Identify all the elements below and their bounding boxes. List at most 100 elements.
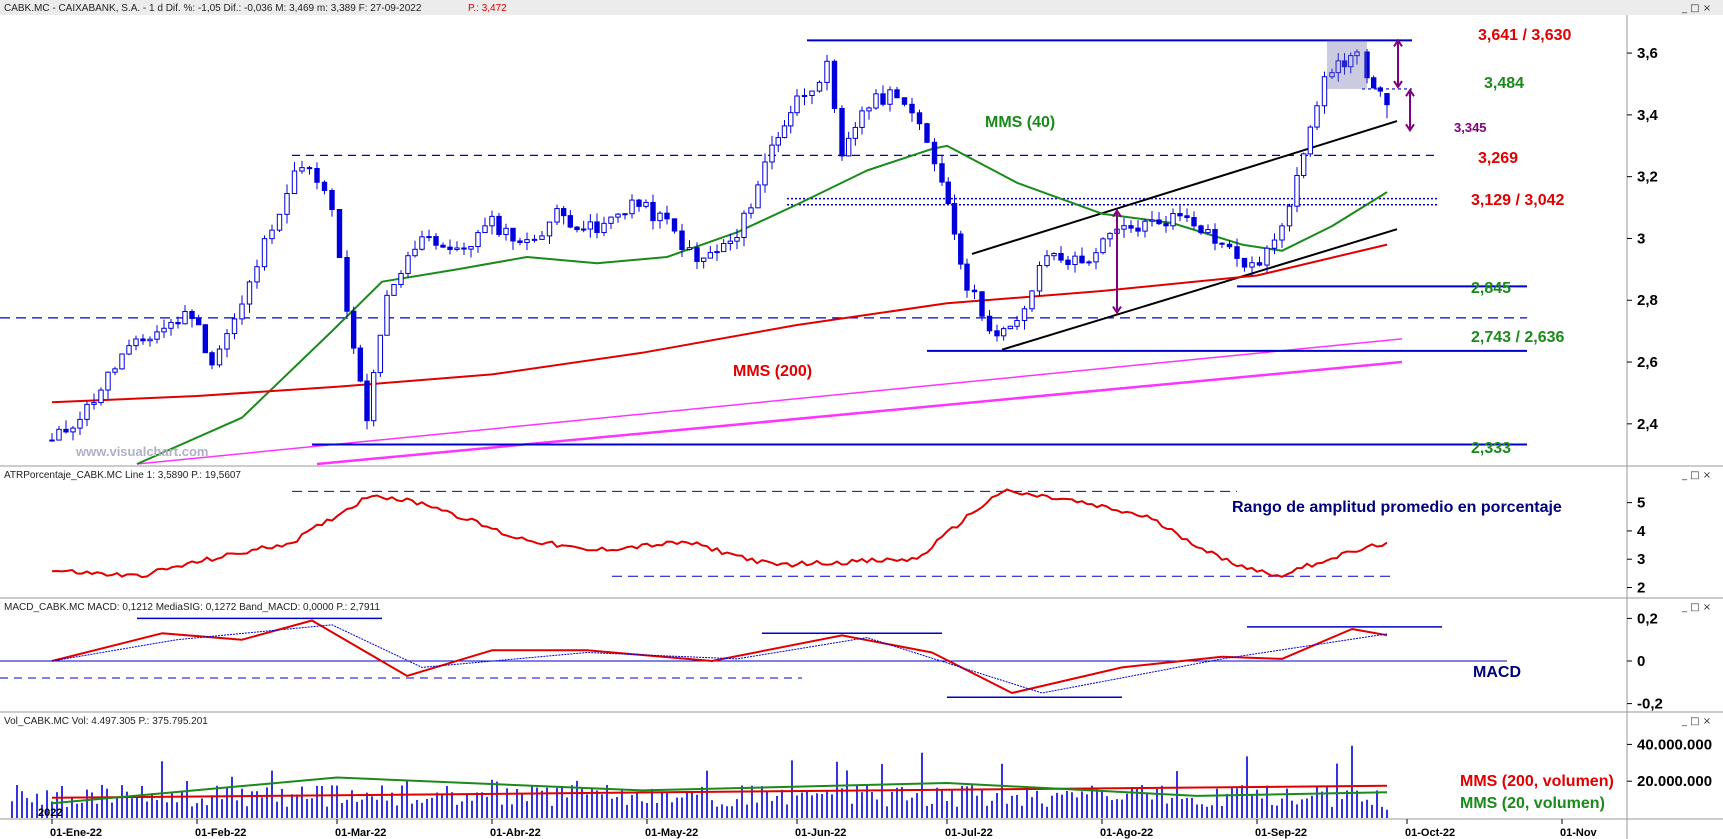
candle-body xyxy=(601,222,607,234)
candle-body xyxy=(866,107,872,112)
candle-body xyxy=(1271,239,1278,249)
candle-body xyxy=(657,212,663,222)
candle-body xyxy=(1212,229,1218,244)
candle-body xyxy=(56,428,62,441)
candle-body xyxy=(224,333,230,350)
atr-axis-label: 2 xyxy=(1637,580,1645,597)
candle-body xyxy=(299,167,305,172)
candle-body xyxy=(1014,319,1020,327)
candle-body xyxy=(924,123,930,143)
macd-line xyxy=(51,619,1388,694)
macd-axis-label: -0,2 xyxy=(1637,696,1663,713)
candle-body xyxy=(1198,225,1204,234)
candle-body xyxy=(852,126,859,139)
candle-body xyxy=(112,368,118,373)
price-axis-label: 2,8 xyxy=(1637,292,1658,309)
candle-body xyxy=(769,144,775,163)
price-axis-label: 2,4 xyxy=(1637,416,1659,433)
window-controls-main[interactable]: _ □ × xyxy=(1681,3,1711,14)
candle-body xyxy=(1058,252,1064,261)
candle-body xyxy=(98,389,104,404)
candle-body xyxy=(419,236,425,250)
date-label: 01-Nov xyxy=(1560,827,1598,839)
window-controls-macd[interactable]: _ □ × xyxy=(1681,602,1711,613)
date-label: 01-Jul-22 xyxy=(945,827,993,839)
candle-body xyxy=(1335,60,1341,74)
candle-body xyxy=(182,310,188,325)
candle-body xyxy=(1321,76,1328,107)
candle-body xyxy=(531,238,538,241)
header-bar xyxy=(0,0,1723,15)
candle-body xyxy=(357,347,364,382)
candle-body xyxy=(1065,259,1071,266)
candle-body xyxy=(671,218,678,232)
candle-body xyxy=(370,372,377,422)
window-controls-volume[interactable]: _ □ × xyxy=(1681,716,1711,727)
trendline-magenta-lower xyxy=(316,360,1403,466)
mms40-label: MMS (40) xyxy=(985,114,1055,131)
candle-body xyxy=(755,184,761,209)
candle-body xyxy=(209,352,215,366)
candle-body xyxy=(824,60,830,83)
candle-body xyxy=(105,371,111,391)
macd-axis-label: 0 xyxy=(1637,653,1645,670)
price-header-tail: P.: 3,472 xyxy=(468,3,507,14)
candle-body xyxy=(1021,308,1028,321)
candle-body xyxy=(496,215,502,236)
candle-body xyxy=(168,321,174,329)
candle-body xyxy=(622,213,628,216)
candle-body xyxy=(1079,255,1085,264)
candle-body xyxy=(1036,265,1043,292)
candle-body xyxy=(161,327,167,333)
candle-body xyxy=(91,402,97,405)
price-axis-label: 3,4 xyxy=(1637,107,1659,124)
level-label: 2,845 xyxy=(1471,280,1511,297)
candle-body xyxy=(643,201,649,207)
candle-body xyxy=(574,226,580,231)
price-axis-label: 3,2 xyxy=(1637,169,1658,186)
candle-body xyxy=(147,338,153,342)
channel-width-arrow-head xyxy=(1112,208,1122,218)
candle-body xyxy=(1029,290,1035,310)
candle-body xyxy=(1177,213,1183,217)
candle-body xyxy=(1163,223,1169,227)
candle-body xyxy=(809,90,815,97)
candle-body xyxy=(1191,217,1197,227)
candle-body xyxy=(1329,72,1335,78)
candle-body xyxy=(762,161,768,186)
candle-body xyxy=(1286,205,1293,227)
price-header: CABK.MC - CAIXABANK, S.A. - 1 d Dif. %: … xyxy=(4,3,422,14)
candle-body xyxy=(781,125,788,139)
candle-body xyxy=(154,331,160,340)
price-axis-label: 2,6 xyxy=(1637,354,1658,371)
candle-body xyxy=(216,348,223,366)
watermark: www.visualchart.com xyxy=(75,444,208,459)
candle-body xyxy=(1348,55,1354,68)
projection-arrow-mid-head xyxy=(1405,88,1415,97)
candle-body xyxy=(901,97,908,105)
candle-body xyxy=(1307,126,1314,155)
candle-body xyxy=(1264,247,1270,266)
volume-axis-label: 40.000.000 xyxy=(1637,736,1712,753)
candle-body xyxy=(971,289,978,293)
mms200-label: MMS (200) xyxy=(733,363,812,380)
candle-body xyxy=(398,272,404,286)
candle-body xyxy=(539,235,545,240)
candle-body xyxy=(239,303,245,320)
consolidation-box xyxy=(1327,40,1367,89)
candle-body xyxy=(664,212,670,220)
candle-body xyxy=(1354,51,1360,57)
date-label: 01-Mar-22 xyxy=(335,827,386,839)
candle-body xyxy=(454,247,460,250)
candle-body xyxy=(931,141,938,165)
candle-body xyxy=(1100,238,1106,254)
date-label: 01-May-22 xyxy=(645,827,698,839)
date-label: 01-Ago-22 xyxy=(1100,827,1153,839)
candle-body xyxy=(1093,252,1099,263)
candle-body xyxy=(329,190,335,211)
candle-body xyxy=(1314,105,1320,128)
window-controls-atr[interactable]: _ □ × xyxy=(1681,470,1711,481)
candle-body xyxy=(546,221,553,237)
candle-body xyxy=(377,334,384,374)
date-label: 01-Jun-22 xyxy=(795,827,846,839)
